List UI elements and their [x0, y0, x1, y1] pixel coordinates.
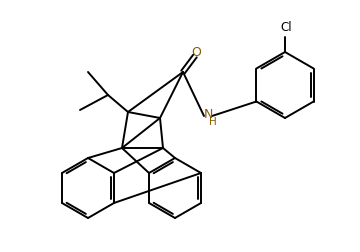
Text: H: H: [209, 117, 217, 127]
Text: Cl: Cl: [280, 21, 292, 34]
Text: N: N: [203, 109, 213, 121]
Text: O: O: [191, 46, 201, 58]
